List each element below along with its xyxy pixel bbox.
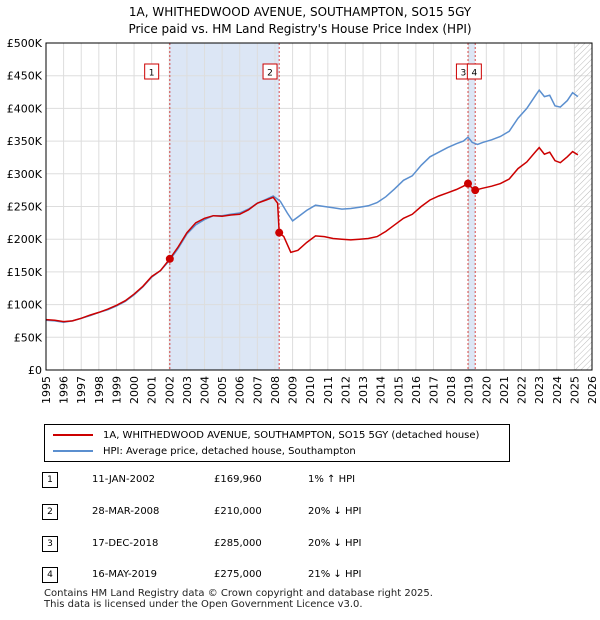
transaction-price: £210,000 (214, 506, 262, 517)
y-tick-label: £50K (14, 331, 43, 344)
x-tick-label: 1995 (40, 376, 53, 404)
x-tick-label: 2008 (269, 376, 282, 404)
transaction-hpi: 20% ↓ HPI (308, 538, 362, 549)
x-tick-label: 2002 (163, 376, 176, 404)
transaction-point (464, 179, 473, 188)
chart-legend: 1A, WHITHEDWOOD AVENUE, SOUTHAMPTON, SO1… (44, 424, 510, 462)
marker-label-box (262, 63, 278, 80)
table-row: 2 28-MAR-2008 £210,000 20% ↓ HPI (42, 504, 382, 520)
x-tick-label: 2001 (146, 376, 159, 404)
x-tick-label: 2016 (410, 376, 423, 404)
x-tick-label: 1999 (110, 376, 123, 404)
y-tick-label: £200K (7, 233, 43, 246)
x-tick-label: 2013 (357, 376, 370, 404)
y-tick-label: £0 (28, 364, 42, 377)
marker-label-text: 2 (267, 69, 273, 79)
x-tick-label: 1997 (75, 376, 88, 404)
x-tick-label: 2020 (480, 376, 493, 404)
x-tick-label: 2018 (445, 376, 458, 404)
transaction-hpi: 20% ↓ HPI (308, 506, 362, 517)
x-tick-label: 2015 (392, 376, 405, 404)
x-tick-label: 2007 (251, 376, 264, 404)
marker-label-text: 3 (461, 69, 467, 79)
plot-frame (45, 42, 593, 371)
transaction-price: £285,000 (214, 538, 262, 549)
x-tick-label: 1998 (93, 376, 106, 404)
transaction-hpi: 1% ↑ HPI (308, 474, 356, 485)
x-tick-label: 2004 (199, 376, 212, 404)
transaction-price: £275,000 (214, 569, 262, 580)
transaction-index: 4 (42, 567, 58, 583)
chart-title: 1A, WHITHEDWOOD AVENUE, SOUTHAMPTON, SO1… (0, 4, 600, 38)
x-tick-label: 2017 (427, 376, 440, 404)
y-tick-label: £300K (7, 168, 43, 181)
table-row: 1 11-JAN-2002 £169,960 1% ↑ HPI (42, 472, 382, 488)
transaction-point (471, 186, 480, 195)
x-tick-label: 2024 (551, 376, 564, 404)
x-tick-label: 2012 (339, 376, 352, 404)
title-line-1: 1A, WHITHEDWOOD AVENUE, SOUTHAMPTON, SO1… (128, 5, 472, 19)
x-tick-label: 1996 (58, 376, 71, 404)
y-tick-label: £450K (7, 70, 43, 83)
x-tick-label: 2005 (216, 376, 229, 404)
x-tick-label: 2000 (128, 376, 141, 404)
x-tick-label: 2021 (498, 376, 511, 404)
transaction-index: 1 (42, 472, 58, 488)
transaction-hpi: 21% ↓ HPI (308, 569, 362, 580)
marker-label-text: 4 (471, 69, 477, 79)
x-tick-label: 2009 (287, 376, 300, 404)
footer-note: Contains HM Land Registry data © Crown c… (44, 588, 433, 610)
legend-label-property: 1A, WHITHEDWOOD AVENUE, SOUTHAMPTON, SO1… (103, 430, 480, 441)
transaction-index: 2 (42, 504, 58, 520)
transaction-date: 28-MAR-2008 (92, 506, 160, 517)
marker-label-box (144, 63, 160, 80)
table-row: 4 16-MAY-2019 £275,000 21% ↓ HPI (42, 567, 382, 583)
x-tick-label: 2025 (568, 376, 581, 404)
y-tick-label: £400K (7, 102, 43, 115)
table-row: 3 17-DEC-2018 £285,000 20% ↓ HPI (42, 536, 382, 552)
x-tick-label: 2022 (516, 376, 529, 404)
transaction-price: £169,960 (214, 474, 262, 485)
marker-label-text: 1 (149, 69, 155, 79)
x-tick-label: 2026 (586, 376, 599, 404)
transaction-date: 11-JAN-2002 (92, 474, 156, 485)
x-tick-label: 2019 (463, 376, 476, 404)
y-tick-label: £250K (7, 201, 43, 214)
legend-item-hpi: HPI: Average price, detached house, Sout… (53, 445, 356, 459)
y-tick-label: £350K (7, 135, 43, 148)
y-tick-label: £100K (7, 299, 43, 312)
property-price-line (45, 146, 579, 323)
legend-label-hpi: HPI: Average price, detached house, Sout… (103, 446, 356, 457)
transaction-date: 17-DEC-2018 (92, 538, 159, 549)
footer-line-1: Contains HM Land Registry data © Crown c… (44, 588, 433, 599)
transaction-date: 16-MAY-2019 (92, 569, 158, 580)
legend-swatch-blue (53, 450, 93, 452)
x-tick-label: 2006 (234, 376, 247, 404)
future-hatch-area (574, 43, 592, 370)
transaction-index: 3 (42, 536, 58, 552)
footer-line-2: This data is licensed under the Open Gov… (44, 599, 363, 610)
transaction-point (275, 228, 284, 237)
x-tick-label: 2003 (181, 376, 194, 404)
x-tick-label: 2010 (304, 376, 317, 404)
title-line-2: Price paid vs. HM Land Registry's House … (128, 22, 472, 36)
marker-label-box (466, 63, 482, 80)
legend-item-property: 1A, WHITHEDWOOD AVENUE, SOUTHAMPTON, SO1… (53, 429, 479, 443)
y-tick-label: £150K (7, 266, 43, 279)
legend-swatch-red (53, 434, 93, 436)
transaction-point (165, 254, 174, 263)
x-tick-label: 2011 (322, 376, 335, 404)
x-tick-label: 2014 (375, 376, 388, 404)
y-tick-label: £500K (7, 37, 43, 50)
x-tick-label: 2023 (533, 376, 546, 404)
